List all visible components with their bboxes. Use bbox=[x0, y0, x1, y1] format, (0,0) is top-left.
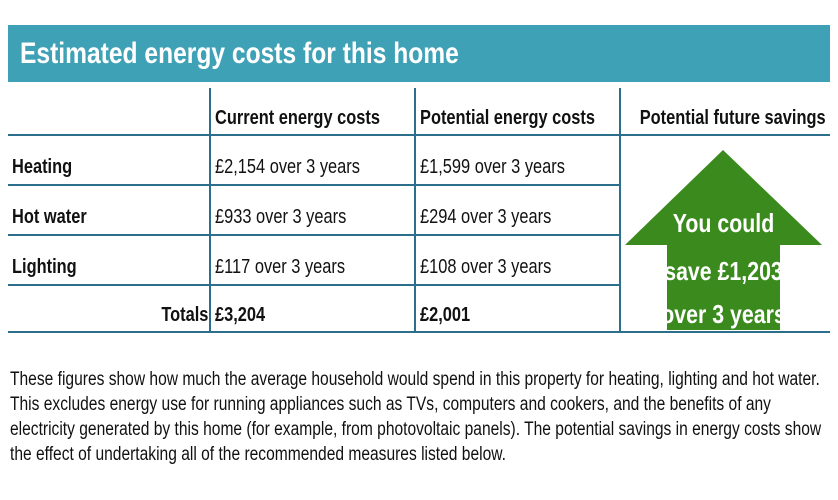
header-bar bbox=[8, 25, 830, 82]
rule bbox=[209, 88, 211, 333]
savings-text: save £1,203 bbox=[664, 256, 783, 286]
note-line: This excludes energy use for running app… bbox=[10, 394, 771, 415]
cell: £294 over 3 years bbox=[420, 206, 552, 228]
header-title: Estimated energy costs for this home bbox=[20, 37, 459, 70]
cell: £1,599 over 3 years bbox=[420, 156, 565, 178]
column-header: Potential future savings bbox=[639, 107, 826, 129]
column-header: Potential energy costs bbox=[420, 107, 595, 129]
cell: £117 over 3 years bbox=[215, 256, 346, 278]
note-line: electricity generated by this home (for … bbox=[10, 419, 822, 440]
rule bbox=[414, 88, 416, 333]
note-line: These figures show how much the average … bbox=[10, 369, 820, 390]
rule bbox=[8, 134, 830, 136]
rule bbox=[8, 284, 620, 286]
total: £3,204 bbox=[215, 304, 266, 326]
row-label: Hot water bbox=[12, 206, 87, 228]
rule bbox=[8, 234, 620, 236]
savings-text: You could bbox=[672, 208, 775, 238]
rule bbox=[8, 184, 620, 186]
savings-text: over 3 years bbox=[661, 299, 786, 329]
column-header: Current energy costs bbox=[215, 107, 380, 129]
arrow-shape bbox=[625, 150, 822, 330]
rule bbox=[619, 88, 621, 333]
row-label: Lighting bbox=[12, 256, 77, 278]
cell: £933 over 3 years bbox=[215, 206, 347, 228]
cell: £2,154 over 3 years bbox=[215, 156, 360, 178]
cell: £108 over 3 years bbox=[420, 256, 552, 278]
note-line: the effect of undertaking all of the rec… bbox=[10, 444, 506, 465]
total: £2,001 bbox=[420, 304, 471, 326]
totals-label: Totals bbox=[160, 304, 208, 326]
row-label: Heating bbox=[12, 156, 73, 178]
rule bbox=[8, 331, 830, 333]
